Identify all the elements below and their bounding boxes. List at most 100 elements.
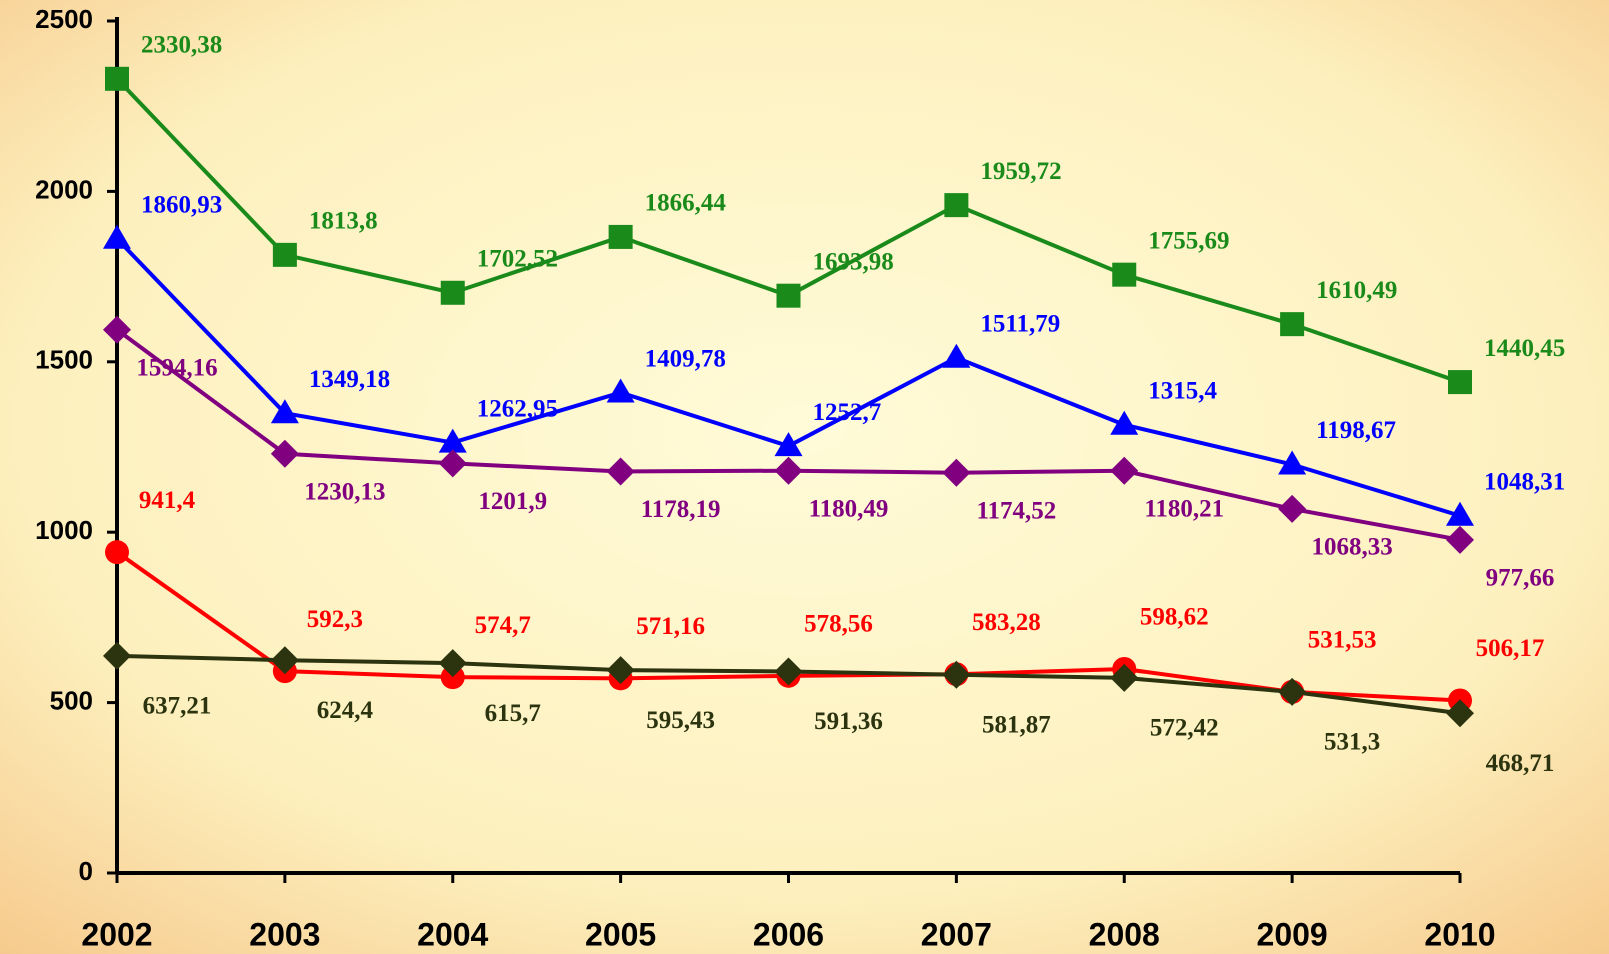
data-label: 2330,38 <box>141 32 222 59</box>
marker <box>942 343 971 368</box>
x-tick-label: 2002 <box>81 916 152 952</box>
data-label: 1252,7 <box>813 399 882 426</box>
x-tick-label: 2005 <box>585 916 656 952</box>
data-label: 1594,16 <box>136 354 217 381</box>
marker <box>105 66 129 91</box>
data-label: 1180,49 <box>809 495 889 522</box>
marker <box>438 649 467 678</box>
marker <box>103 641 131 670</box>
data-label: 531,53 <box>1308 627 1377 654</box>
data-label: 1048,31 <box>1484 468 1565 495</box>
data-label: 941,4 <box>139 487 196 514</box>
x-tick-label: 2008 <box>1089 916 1160 952</box>
marker <box>1448 370 1472 395</box>
data-label: 1349,18 <box>309 366 390 393</box>
data-label: 574,7 <box>475 612 531 639</box>
marker <box>1446 501 1474 526</box>
x-tick-label: 2003 <box>249 916 320 952</box>
data-label: 977,66 <box>1486 565 1555 592</box>
marker <box>103 315 131 344</box>
data-label: 583,28 <box>972 609 1041 636</box>
marker <box>1110 410 1139 435</box>
marker <box>1278 677 1307 706</box>
y-tick-label: 1000 <box>35 515 93 545</box>
data-label: 598,62 <box>1140 604 1209 631</box>
data-label: 595,43 <box>646 707 715 734</box>
data-label: 1702,52 <box>477 246 558 273</box>
data-label: 624,4 <box>317 697 374 724</box>
marker <box>270 399 299 424</box>
marker <box>944 193 969 218</box>
marker <box>1278 450 1307 475</box>
data-label: 1068,33 <box>1312 534 1393 561</box>
marker <box>270 646 299 675</box>
data-label: 1866,44 <box>645 190 727 217</box>
data-label: 1860,93 <box>141 192 222 219</box>
data-label: 531,3 <box>1324 729 1380 756</box>
data-label: 468,71 <box>1486 750 1555 777</box>
marker <box>606 457 635 486</box>
data-label: 592,3 <box>307 606 363 633</box>
marker <box>270 439 299 468</box>
data-label: 571,16 <box>636 613 705 640</box>
marker <box>776 283 801 308</box>
marker <box>103 224 131 249</box>
y-tick-label: 0 <box>79 856 93 886</box>
marker <box>606 656 635 685</box>
data-label: 1813,8 <box>309 208 378 235</box>
data-label: 1201,9 <box>478 488 547 515</box>
marker <box>438 449 467 478</box>
marker <box>1112 262 1137 287</box>
marker <box>774 456 803 485</box>
data-label: 1262,95 <box>477 395 558 422</box>
marker <box>272 242 297 267</box>
data-label: 1315,4 <box>1148 377 1217 404</box>
data-label: 1755,69 <box>1148 227 1229 254</box>
marker <box>1446 699 1474 728</box>
marker <box>942 458 971 487</box>
marker <box>440 280 465 305</box>
x-tick-label: 2006 <box>753 916 824 952</box>
marker <box>1110 663 1139 692</box>
data-label: 1178,19 <box>641 496 721 523</box>
marker <box>105 540 129 565</box>
data-label: 615,7 <box>485 700 541 727</box>
marker <box>608 224 633 249</box>
data-label: 572,42 <box>1150 715 1219 742</box>
x-tick-label: 2010 <box>1424 916 1495 952</box>
marker <box>1446 525 1474 554</box>
data-label: 1230,13 <box>304 479 385 506</box>
data-label: 1409,78 <box>645 345 726 372</box>
marker <box>774 657 803 686</box>
data-label: 1511,79 <box>980 311 1060 338</box>
data-label: 637,21 <box>143 693 212 720</box>
y-tick-label: 2000 <box>35 174 93 204</box>
marker <box>1278 494 1307 523</box>
marker <box>438 428 467 453</box>
data-label: 1440,45 <box>1484 335 1565 362</box>
data-label: 591,36 <box>814 708 883 735</box>
data-label: 578,56 <box>804 611 873 638</box>
x-tick-label: 2009 <box>1257 916 1328 952</box>
y-tick-label: 2500 <box>35 4 93 34</box>
data-label: 1693,98 <box>813 248 894 275</box>
x-tick-label: 2007 <box>921 916 992 952</box>
marker <box>606 378 635 403</box>
data-label: 581,87 <box>982 711 1051 738</box>
marker <box>942 660 971 689</box>
y-tick-label: 500 <box>50 685 93 715</box>
marker <box>774 432 803 457</box>
data-label: 1180,21 <box>1144 496 1224 523</box>
y-tick-label: 1500 <box>35 345 93 375</box>
marker <box>1280 312 1305 337</box>
data-label: 1959,72 <box>980 158 1061 185</box>
marker <box>1110 456 1139 485</box>
data-label: 506,17 <box>1476 635 1545 662</box>
x-tick-label: 2004 <box>417 916 488 952</box>
data-label: 1198,67 <box>1316 417 1396 444</box>
data-label: 1610,49 <box>1316 277 1397 304</box>
data-label: 1174,52 <box>976 497 1056 524</box>
